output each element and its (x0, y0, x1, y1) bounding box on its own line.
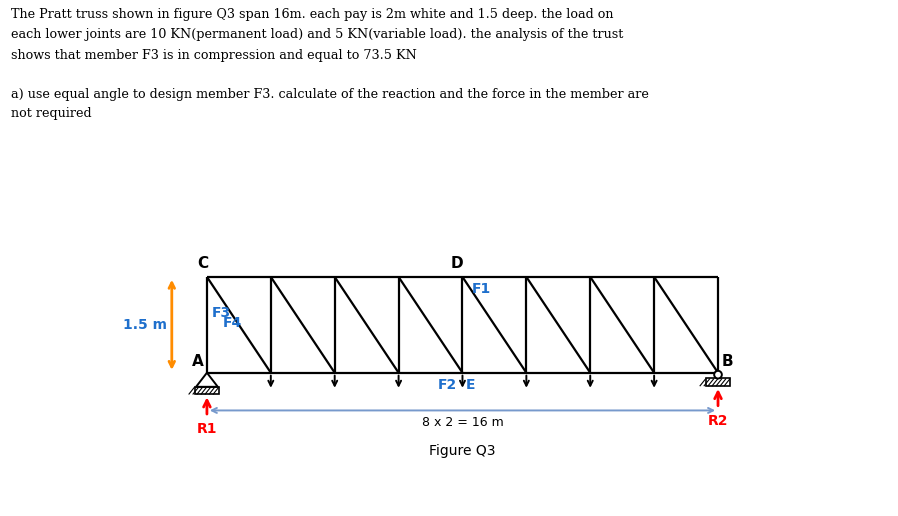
Text: F3: F3 (211, 307, 231, 320)
Text: A: A (192, 354, 204, 369)
Bar (195, 387, 219, 394)
Bar (706, 379, 730, 386)
Text: a) use equal angle to design member F3. calculate of the reaction and the force : a) use equal angle to design member F3. … (11, 88, 648, 101)
Text: F4: F4 (223, 316, 242, 330)
Polygon shape (196, 373, 218, 387)
Text: F1: F1 (472, 282, 491, 296)
Text: not required: not required (11, 107, 92, 120)
Text: R2: R2 (708, 414, 728, 428)
Text: C: C (198, 255, 208, 270)
Circle shape (714, 371, 722, 379)
Text: E: E (466, 378, 475, 392)
Text: 8 x 2 = 16 m: 8 x 2 = 16 m (421, 415, 504, 429)
Text: shows that member F3 is in compression and equal to 73.5 KN: shows that member F3 is in compression a… (11, 49, 417, 62)
Text: R1: R1 (197, 422, 217, 436)
Text: The Pratt truss shown in figure Q3 span 16m. each pay is 2m white and 1.5 deep. : The Pratt truss shown in figure Q3 span … (11, 8, 613, 21)
Text: each lower joints are 10 KN(permanent load) and 5 KN(variable load). the analysi: each lower joints are 10 KN(permanent lo… (11, 28, 623, 41)
Text: D: D (451, 255, 463, 270)
Text: B: B (721, 354, 733, 369)
Text: 1.5 m: 1.5 m (123, 318, 167, 332)
Text: Figure Q3: Figure Q3 (429, 444, 496, 458)
Text: F2: F2 (438, 378, 457, 392)
